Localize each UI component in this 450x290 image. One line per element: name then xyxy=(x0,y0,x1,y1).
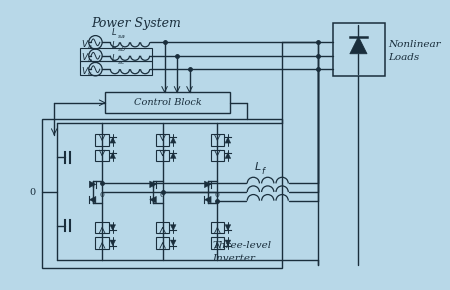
Polygon shape xyxy=(110,225,116,231)
Bar xyxy=(156,150,169,161)
Text: Three-level: Three-level xyxy=(212,241,272,250)
Polygon shape xyxy=(110,240,116,246)
Text: Nonlinear: Nonlinear xyxy=(388,40,441,49)
Bar xyxy=(156,135,169,146)
Text: Power System: Power System xyxy=(91,17,181,30)
Bar xyxy=(105,92,230,113)
Polygon shape xyxy=(150,196,157,203)
Bar xyxy=(95,135,109,146)
Polygon shape xyxy=(89,196,96,203)
Text: 0: 0 xyxy=(29,188,35,197)
Polygon shape xyxy=(204,181,211,188)
Text: 0: 0 xyxy=(215,191,219,199)
Polygon shape xyxy=(204,196,211,203)
Text: Control Block: Control Block xyxy=(134,98,201,107)
Bar xyxy=(211,135,224,146)
Text: $L$: $L$ xyxy=(111,26,117,37)
Text: $sa$: $sa$ xyxy=(117,32,125,39)
Polygon shape xyxy=(110,137,116,143)
Text: $a$: $a$ xyxy=(87,43,92,50)
Bar xyxy=(80,48,152,61)
Polygon shape xyxy=(350,37,367,54)
Bar xyxy=(211,150,224,161)
Polygon shape xyxy=(170,225,176,231)
Polygon shape xyxy=(170,153,176,158)
Polygon shape xyxy=(110,153,116,158)
Text: $V$: $V$ xyxy=(81,38,90,49)
Text: $V$: $V$ xyxy=(81,65,90,76)
Bar xyxy=(80,61,152,75)
Polygon shape xyxy=(89,181,96,188)
Bar xyxy=(156,222,169,233)
Bar xyxy=(95,150,109,161)
Text: Loads: Loads xyxy=(388,53,419,62)
Bar xyxy=(211,237,224,249)
Bar xyxy=(95,222,109,233)
Text: Inverter: Inverter xyxy=(212,254,256,263)
Polygon shape xyxy=(225,240,231,246)
Bar xyxy=(42,119,282,268)
Text: $sb$: $sb$ xyxy=(117,45,126,53)
Bar xyxy=(333,23,385,76)
Text: $sc$: $sc$ xyxy=(117,59,125,66)
Text: $L$: $L$ xyxy=(254,160,261,172)
Text: 0: 0 xyxy=(99,191,104,199)
Text: $L$: $L$ xyxy=(111,39,117,50)
Bar xyxy=(156,237,169,249)
Text: $c$: $c$ xyxy=(87,70,92,77)
Bar xyxy=(95,237,109,249)
Text: $L$: $L$ xyxy=(111,52,117,64)
Text: $V$: $V$ xyxy=(81,51,90,62)
Polygon shape xyxy=(225,225,231,231)
Polygon shape xyxy=(225,137,231,143)
Text: $f$: $f$ xyxy=(261,165,266,176)
Text: 0: 0 xyxy=(160,191,165,199)
Polygon shape xyxy=(150,181,157,188)
Polygon shape xyxy=(170,240,176,246)
Text: $b$: $b$ xyxy=(87,56,93,64)
Polygon shape xyxy=(225,153,231,158)
Bar xyxy=(211,222,224,233)
Polygon shape xyxy=(170,137,176,143)
